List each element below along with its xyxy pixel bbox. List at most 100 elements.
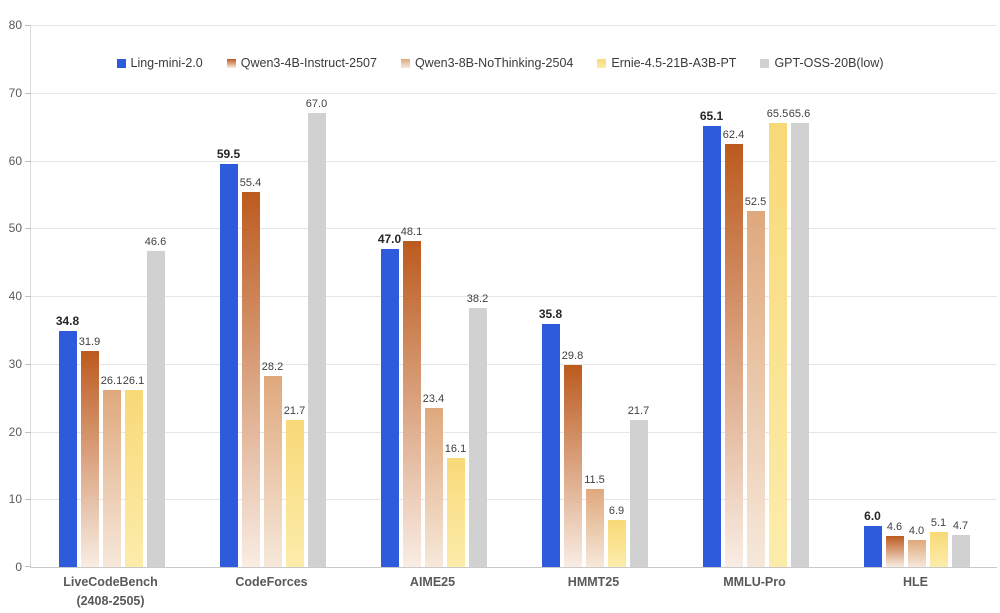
bar: 38.2 [467,293,488,567]
bar: 26.1 [123,375,144,567]
bar-value-label: 21.7 [627,404,650,417]
bar: 23.4 [423,393,444,567]
bar-value-label: 65.6 [788,107,811,120]
bar: 55.4 [240,177,261,567]
bar: 46.6 [145,236,166,567]
bar-group: 34.8 31.9 26.1 26.1 46.6 [31,25,192,567]
legend-item: Qwen3-4B-Instruct-2507 [226,56,377,70]
y-axis-tick-mark [25,431,31,433]
bar-groups: 34.8 31.9 26.1 26.1 46.6 59.5 55.4 28.2 21.7 67.0… [31,25,997,567]
y-axis-tick-mark [25,363,31,365]
legend-swatch-icon [760,58,770,68]
bar-value-label: 6.0 [864,509,881,524]
bar: 4.7 [951,520,970,567]
bar-fill [402,241,421,567]
bar: 65.1 [700,109,723,567]
bar: 67.0 [306,98,327,567]
bar-fill [929,532,948,567]
bar-value-label: 4.6 [886,520,903,533]
legend-swatch-icon [597,58,607,68]
bar: 48.1 [401,226,422,567]
legend: Ling-mini-2.0 Qwen3-4B-Instruct-2507 Qwen3… [0,56,1000,70]
bar: 6.0 [863,509,882,567]
y-axis-tick-mark [25,499,31,501]
category-label: LiveCodeBench (2408-2505) [30,573,191,611]
bar-fill [468,308,487,567]
bar-value-label: 48.1 [400,226,423,239]
bar-group: 65.1 62.4 52.5 65.5 65.6 [675,25,836,567]
category-label: CodeForces [191,573,352,611]
bar-value-label: 62.4 [722,129,745,142]
y-axis: 0 10 20 30 40 50 60 70 80 [0,18,24,574]
bar-fill [285,419,304,567]
category-label-line1: HMMT25 [567,575,620,589]
bar-value-label: 4.0 [908,524,925,537]
legend-series-label: Qwen3-8B-NoThinking-2504 [414,56,574,70]
bar: 28.2 [262,361,283,567]
y-axis-tick-label: 40 [8,289,22,303]
bar-value-label: 5.1 [930,517,947,530]
y-axis-tick-mark [25,160,31,162]
bar-value-label: 55.4 [239,176,262,189]
bar-fill [424,408,443,567]
y-axis-tick-label: 50 [8,221,22,236]
y-axis-tick-mark [25,92,31,94]
bar-value-label: 21.7 [283,404,306,417]
bar-value-label: 29.8 [561,350,584,363]
bar: 4.6 [885,521,904,567]
bar-fill [541,324,560,567]
legend-swatch-icon [116,58,126,68]
bar-value-label: 35.8 [538,307,563,322]
x-axis-labels: LiveCodeBench (2408-2505) CodeForces AIME25… [30,573,996,611]
category-label-line1: HLE [903,575,928,589]
bar-value-label: 47.0 [377,231,402,246]
bar: 65.6 [789,108,810,567]
bar-value-label: 11.5 [584,474,605,487]
plot-area: 34.8 31.9 26.1 26.1 46.6 59.5 55.4 28.2 21.7 67.0… [25,25,997,568]
bar-fill [146,251,165,567]
y-axis-tick-mark [25,25,31,26]
gridline [31,499,997,501]
category-label: AIME25 [352,573,513,611]
category-label-line1: LiveCodeBench [63,575,158,589]
bar-fill [380,248,399,567]
legend-item: Qwen3-8B-NoThinking-2504 [400,56,574,70]
y-axis-tick-label: 80 [8,18,22,32]
bar-value-label: 16.1 [444,442,467,455]
bar-fill [307,113,326,567]
bar-fill [863,526,882,567]
bar-group: 47.0 48.1 23.4 16.1 38.2 [353,25,514,567]
bar-fill [446,457,465,567]
bar-fill [263,375,282,567]
legend-series-label: Ernie-4.5-21B-A3B-PT [611,56,737,70]
bar-group: 6.0 4.6 4.0 5.1 4.7 [836,25,997,567]
gridline [31,25,997,26]
gridline [31,363,997,365]
bar-value-label: 52.5 [744,196,767,209]
bar: 29.8 [562,350,583,567]
bar-fill [951,535,970,567]
bar: 65.5 [767,108,788,567]
bar-fill [219,163,238,567]
bar: 21.7 [628,405,649,567]
y-axis-tick-mark [25,228,31,230]
bar-value-label: 28.2 [261,360,284,373]
bar: 11.5 [584,474,605,567]
legend-swatch-icon [400,58,410,68]
bar-value-label: 65.1 [699,108,724,123]
bar: 16.1 [445,443,466,567]
bar-fill [563,365,582,567]
bar-fill [724,144,743,567]
bar-fill [124,390,143,567]
bar: 6.9 [607,505,626,567]
bar-value-label: 38.2 [466,293,489,306]
bar-fill [58,331,77,567]
bar-value-label: 31.9 [78,335,101,348]
bar-value-label: 65.5 [766,108,789,121]
category-label: HLE [835,573,996,611]
bar-fill [790,122,809,567]
bar-fill [102,390,121,567]
bar: 4.0 [907,525,926,567]
legend-series-label: Qwen3-4B-Instruct-2507 [240,56,377,70]
bar-fill [80,350,99,567]
